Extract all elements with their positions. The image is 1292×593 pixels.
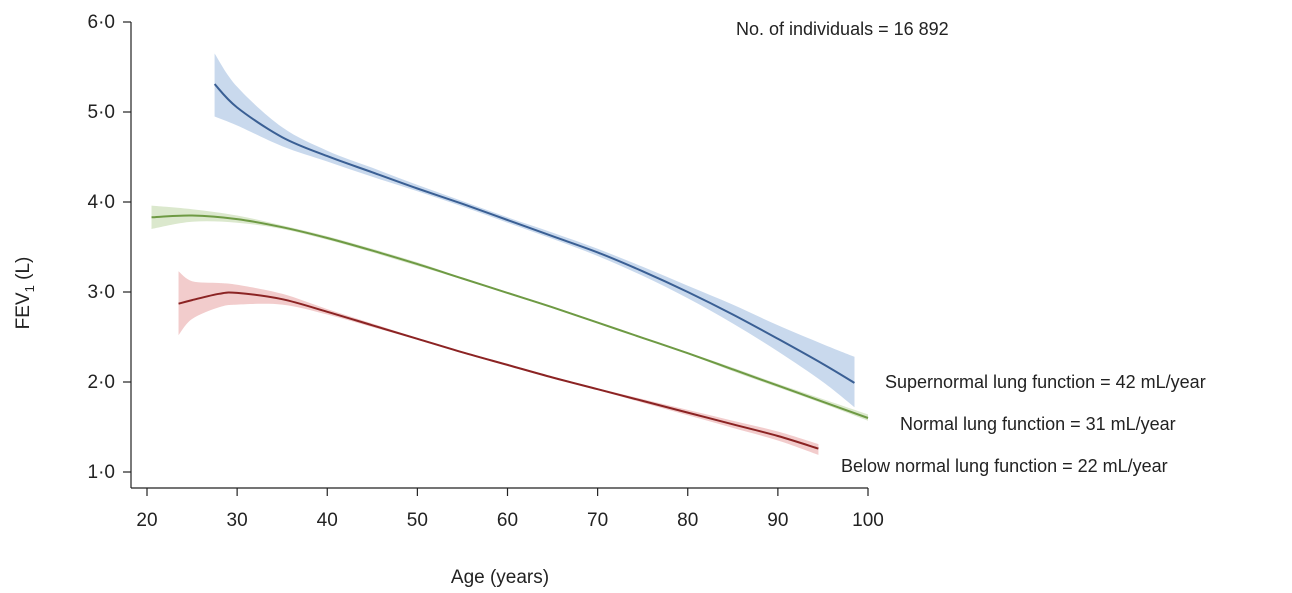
y-tick-label: 2·0 <box>88 372 115 393</box>
x-tick-label: 20 <box>136 510 157 531</box>
sample-size-annotation: No. of individuals = 16 892 <box>736 19 949 39</box>
y-axis-title: FEV1 (L) <box>13 257 37 330</box>
axes <box>130 22 868 489</box>
y-tick-label: 5·0 <box>88 102 115 123</box>
x-tick-label: 30 <box>227 510 248 531</box>
normal-confidence-band <box>151 205 868 421</box>
below-normal-series-line <box>178 291 819 450</box>
x-tick-label: 70 <box>587 510 608 531</box>
x-tick-label: 60 <box>497 510 518 531</box>
x-tick-label: 50 <box>407 510 428 531</box>
y-axis-title-unit: (L) <box>13 257 34 286</box>
supernormal-series-line <box>213 83 855 384</box>
x-tick-label: 80 <box>677 510 698 531</box>
y-axis-title-subscript: 1 <box>22 285 37 292</box>
series-labels: Supernormal lung function = 42 mL/year No… <box>841 372 1206 476</box>
y-axis-ticks: 1·0 2·0 3·0 4·0 5·0 6·0 <box>88 12 131 483</box>
normal-series-label: Normal lung function = 31 mL/year <box>900 414 1176 434</box>
x-tick-label: 100 <box>852 510 884 531</box>
y-tick-label: 1·0 <box>88 462 115 483</box>
x-axis-title: Age (years) <box>451 567 549 588</box>
y-axis-title-main: FEV <box>13 292 34 329</box>
y-tick-label: 6·0 <box>88 12 115 33</box>
x-axis-ticks: 20 30 40 50 60 70 80 90 100 <box>136 488 884 531</box>
x-tick-label: 90 <box>767 510 788 531</box>
supernormal-series-label: Supernormal lung function = 42 mL/year <box>885 372 1206 392</box>
x-tick-label: 40 <box>317 510 338 531</box>
confidence-bands <box>151 53 868 455</box>
y-tick-label: 3·0 <box>88 282 115 303</box>
normal-series-line <box>151 214 869 419</box>
series-lines <box>151 83 869 450</box>
y-tick-label: 4·0 <box>88 192 115 213</box>
below-normal-series-label: Below normal lung function = 22 mL/year <box>841 456 1168 476</box>
